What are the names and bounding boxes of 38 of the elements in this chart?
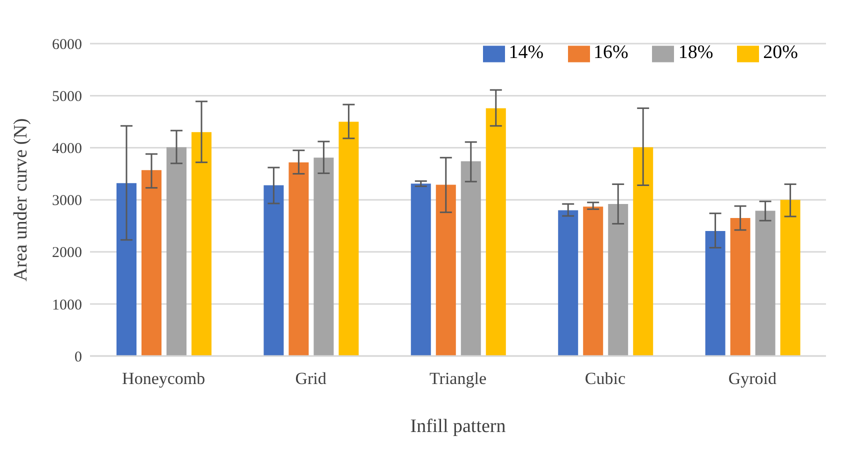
y-tick-label: 4000 xyxy=(52,141,82,158)
y-tick-label: 3000 xyxy=(52,193,82,210)
x-tick-label: Honeycomb xyxy=(122,369,206,388)
x-tick-label: Grid xyxy=(295,369,327,388)
y-axis-title: Area under curve (N) xyxy=(10,118,32,282)
y-tick-label: 6000 xyxy=(52,36,82,53)
bar xyxy=(191,132,212,356)
y-tick-label: 1000 xyxy=(52,297,82,314)
legend-label: 16% xyxy=(594,42,628,63)
y-tick-label: 0 xyxy=(74,349,82,366)
legend-label: 20% xyxy=(763,42,798,63)
bar xyxy=(755,210,776,356)
bar xyxy=(460,161,481,356)
x-tick-label: Triangle xyxy=(430,369,486,388)
x-axis-title: Infill pattern xyxy=(410,416,506,437)
bar xyxy=(730,218,750,356)
y-tick-label: 5000 xyxy=(52,89,82,106)
bar xyxy=(141,170,162,356)
bar xyxy=(583,206,604,356)
legend-label: 18% xyxy=(678,42,714,63)
x-tick-label: Gyroid xyxy=(728,369,777,388)
bar xyxy=(410,184,431,356)
bar xyxy=(633,147,654,356)
bar xyxy=(288,162,309,356)
bar xyxy=(486,108,506,356)
legend-label: 14% xyxy=(508,42,544,63)
y-tick-label: 2000 xyxy=(52,245,82,262)
bar xyxy=(608,204,628,356)
bar xyxy=(558,210,578,356)
bar xyxy=(780,200,800,356)
bar xyxy=(436,184,456,356)
bar xyxy=(166,147,186,356)
bar xyxy=(264,185,284,356)
x-tick-label: Cubic xyxy=(584,369,626,388)
bar xyxy=(116,183,136,356)
bar xyxy=(705,231,726,356)
bar xyxy=(338,122,359,356)
bar xyxy=(314,158,334,356)
